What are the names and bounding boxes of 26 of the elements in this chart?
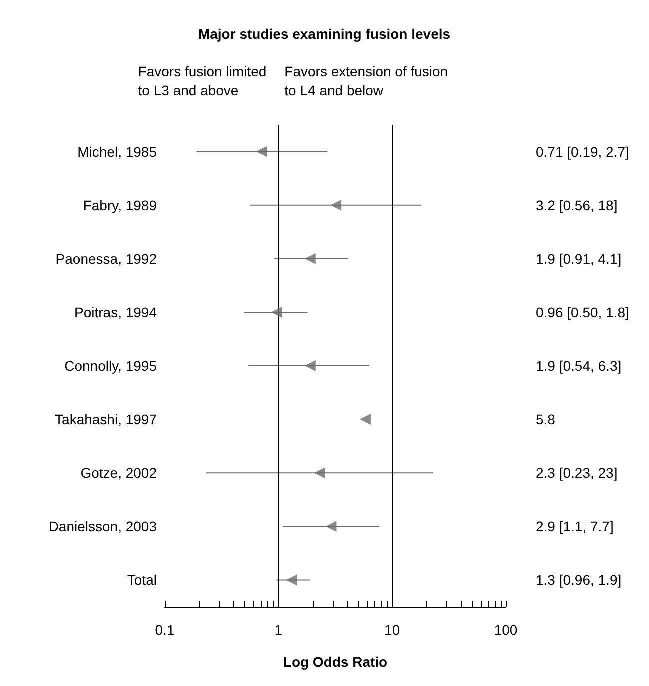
text: 2.3 [0.23, 23]: [536, 465, 618, 482]
text: Favors extension of fusion to L4 and below: [284, 64, 448, 98]
y-tick-label: Total: [127, 572, 157, 588]
y-tick-label: Connolly, 1995: [64, 358, 158, 374]
text: 2.9 [1.1, 7.7]: [536, 518, 614, 535]
x-axis-title: Log Odds Ratio: [283, 654, 388, 670]
x-tick-label: 1: [274, 622, 283, 638]
text: 0.96 [0.50, 1.8]: [536, 304, 630, 320]
y-tick-label: Fabry, 1989: [83, 197, 158, 214]
chart-title: Major studies examining fusion levels: [198, 26, 451, 42]
y-tick-label: Danielsson, 2003: [48, 518, 158, 535]
y-tick-label: Gotze, 2002: [80, 465, 158, 482]
x-tick-label: 0.1: [155, 622, 175, 638]
text: 0.71 [0.19, 2.7]: [536, 144, 630, 160]
y-tick-label: Michel, 1985: [78, 144, 158, 160]
y-tick-label: Poitras, 1994: [74, 304, 158, 320]
text: Favors fusion limited to L3 and above: [138, 64, 267, 98]
text: 1.9 [0.54, 6.3]: [536, 358, 622, 374]
text: 5.8: [536, 412, 556, 428]
x-tick-label: 10: [384, 622, 400, 638]
text: 1.3 [0.96, 1.9]: [536, 572, 622, 588]
y-tick-label: Takahashi, 1997: [55, 412, 158, 428]
y-tick-label: Paonessa, 1992: [56, 250, 158, 267]
text: 1.9 [0.91, 4.1]: [536, 250, 622, 267]
x-tick-label: 100: [494, 622, 518, 638]
text: 3.2 [0.56, 18]: [536, 197, 618, 214]
